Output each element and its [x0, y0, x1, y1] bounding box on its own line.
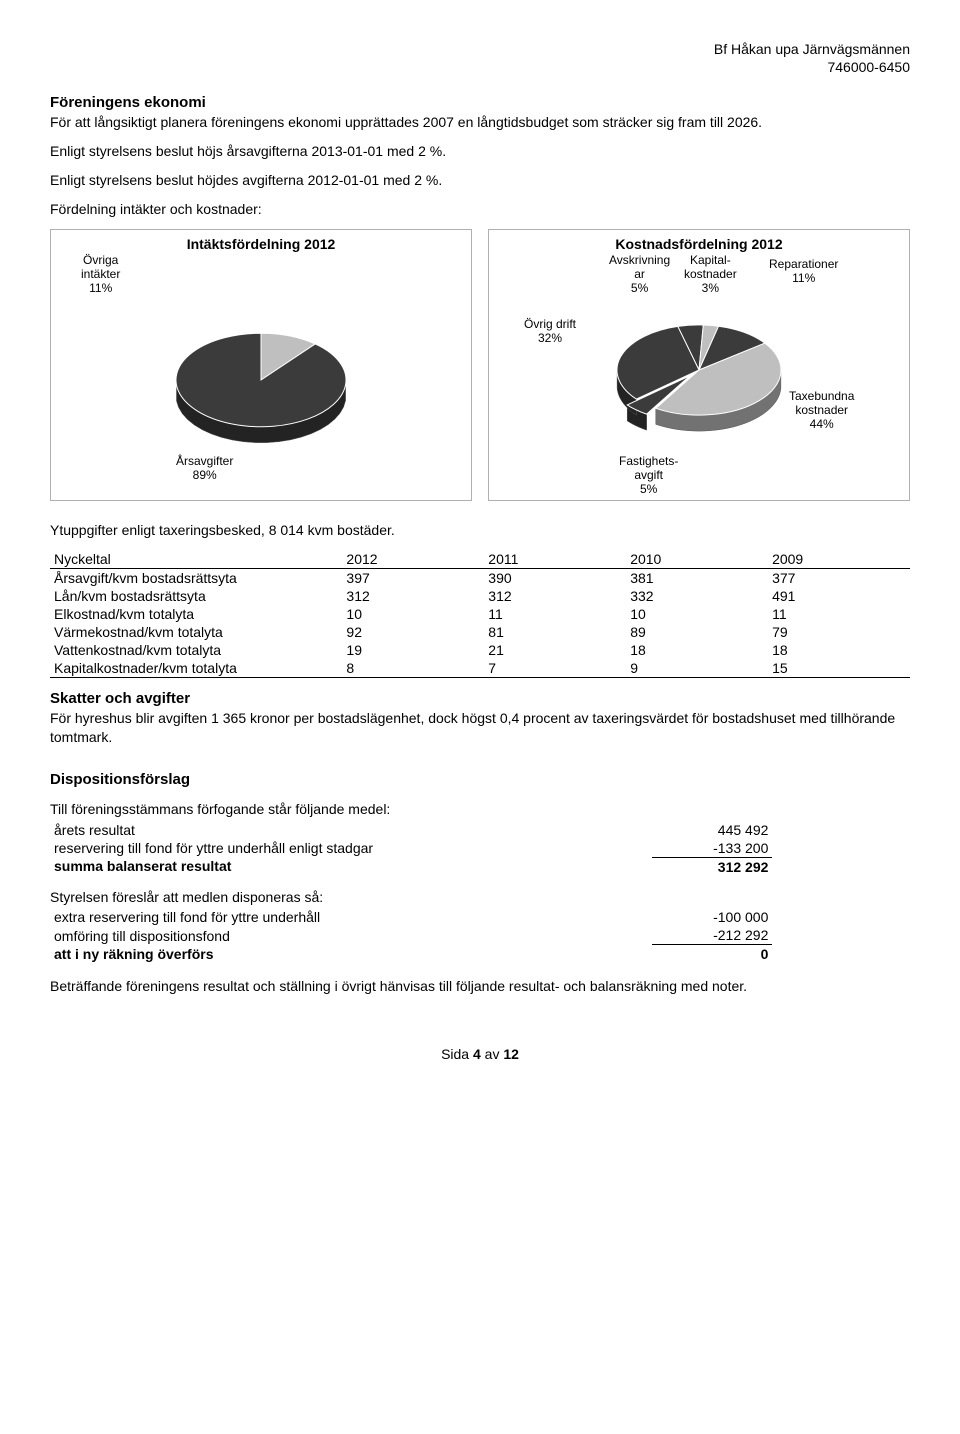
dispo-label: att i ny räkning överförs	[50, 945, 652, 964]
charts-row: Intäktsfördelning 2012 Övrigaintäkter11%…	[50, 229, 910, 501]
skatter-text: För hyreshus blir avgiften 1 365 kronor …	[50, 709, 910, 747]
intro-p1: För att långsiktigt planera föreningens …	[50, 113, 910, 132]
footer-prefix: Sida	[441, 1046, 473, 1062]
nyckeltal-cell: 9	[626, 659, 768, 677]
nyckeltal-cell: 10	[626, 605, 768, 623]
dispo-label: extra reservering till fond för yttre un…	[50, 908, 652, 926]
nyckeltal-cell: Kapitalkostnader/kvm totalyta	[50, 659, 342, 677]
cost-pie-chart: Kostnadsfördelning 2012 Avskrivningar5%K…	[488, 229, 910, 501]
page-footer: Sida 4 av 12	[50, 1046, 910, 1062]
pie-slice-label: Övrigaintäkter11%	[81, 254, 120, 295]
dispo-value: -133 200	[652, 839, 772, 858]
dispo-label: omföring till dispositionsfond	[50, 926, 652, 945]
pie-slice-label: Kapital-kostnader3%	[684, 254, 737, 295]
intro-p3: Enligt styrelsens beslut höjdes avgifter…	[50, 171, 910, 190]
nyckeltal-cell: 18	[626, 641, 768, 659]
nyckeltal-cell: 11	[484, 605, 626, 623]
nyckeltal-cell: 381	[626, 569, 768, 587]
dispo-label: reservering till fond för yttre underhål…	[50, 839, 652, 858]
dispo-value: -212 292	[652, 926, 772, 945]
footer-mid: av	[481, 1046, 504, 1062]
nyckeltal-cell: 397	[342, 569, 484, 587]
section-heading-skatter: Skatter och avgifter	[50, 690, 910, 707]
nyckeltal-cell: 81	[484, 623, 626, 641]
nyckeltal-cell: 11	[768, 605, 910, 623]
org-number: 746000-6450	[50, 58, 910, 76]
nyckeltal-cell: 332	[626, 587, 768, 605]
dispo-value: 0	[652, 945, 772, 964]
nyckeltal-cell: 377	[768, 569, 910, 587]
intro-p2: Enligt styrelsens beslut höjs årsavgifte…	[50, 142, 910, 161]
nyckeltal-cell: 19	[342, 641, 484, 659]
document-header: Bf Håkan upa Järnvägsmännen 746000-6450	[50, 40, 910, 76]
pie-slice-label: Årsavgifter89%	[176, 455, 233, 483]
nyckeltal-header-cell: 2012	[342, 550, 484, 568]
nyckeltal-header-cell: 2010	[626, 550, 768, 568]
dispo-intro: Till föreningsstämmans förfogande står f…	[50, 800, 910, 819]
nyckeltal-cell: Vattenkostnad/kvm totalyta	[50, 641, 342, 659]
nyckeltal-cell: Lån/kvm bostadsrättsyta	[50, 587, 342, 605]
dispo-intro2: Styrelsen föreslår att medlen disponeras…	[50, 888, 910, 907]
dispo-value: -100 000	[652, 908, 772, 926]
footer-page: 4	[473, 1046, 481, 1062]
nyckeltal-cell: 79	[768, 623, 910, 641]
intro-p4: Fördelning intäkter och kostnader:	[50, 200, 910, 219]
dispo-value: 312 292	[652, 857, 772, 876]
nyckeltal-table: Nyckeltal2012201120102009 Årsavgift/kvm b…	[50, 550, 910, 678]
nyckeltal-cell: Årsavgift/kvm bostadsrättsyta	[50, 569, 342, 587]
nyckeltal-cell: 390	[484, 569, 626, 587]
nyckeltal-header-cell: 2011	[484, 550, 626, 568]
nyckeltal-cell: 21	[484, 641, 626, 659]
pie-slice-label: Avskrivningar5%	[609, 254, 670, 295]
pie-slice-label: Taxebundnakostnader44%	[789, 390, 854, 431]
nyckeltal-cell: Värmekostnad/kvm totalyta	[50, 623, 342, 641]
nyckeltal-header-cell: Nyckeltal	[50, 550, 342, 568]
nyckeltal-cell: 312	[484, 587, 626, 605]
pie-slice-label: Övrig drift32%	[524, 318, 576, 346]
dispo-value: 445 492	[652, 821, 772, 839]
dispo-table-1: årets resultat445 492reservering till fo…	[50, 821, 910, 876]
section-heading-dispo: Dispositionsförslag	[50, 771, 910, 788]
nyckeltal-cell: 92	[342, 623, 484, 641]
income-pie-chart: Intäktsfördelning 2012 Övrigaintäkter11%…	[50, 229, 472, 501]
section-heading-ekonomi: Föreningens ekonomi	[50, 94, 910, 111]
nyckeltal-cell: 18	[768, 641, 910, 659]
nyckeltal-cell: 312	[342, 587, 484, 605]
dispo-label: summa balanserat resultat	[50, 857, 652, 876]
footer-total: 12	[503, 1046, 519, 1062]
nyckeltal-cell: 15	[768, 659, 910, 677]
org-name: Bf Håkan upa Järnvägsmännen	[50, 40, 910, 58]
ytupp-text: Ytuppgifter enligt taxeringsbesked, 8 01…	[50, 521, 910, 540]
nyckeltal-header-cell: 2009	[768, 550, 910, 568]
nyckeltal-cell: 89	[626, 623, 768, 641]
dispo-outro: Beträffande föreningens resultat och stä…	[50, 977, 910, 996]
dispo-table-2: extra reservering till fond för yttre un…	[50, 908, 910, 963]
nyckeltal-cell: 491	[768, 587, 910, 605]
nyckeltal-cell: Elkostnad/kvm totalyta	[50, 605, 342, 623]
pie-slice-label: Reparationer11%	[769, 258, 838, 286]
dispo-label: årets resultat	[50, 821, 652, 839]
nyckeltal-cell: 10	[342, 605, 484, 623]
nyckeltal-cell: 7	[484, 659, 626, 677]
pie-slice-label: Fastighets-avgift5%	[619, 455, 678, 496]
nyckeltal-cell: 8	[342, 659, 484, 677]
